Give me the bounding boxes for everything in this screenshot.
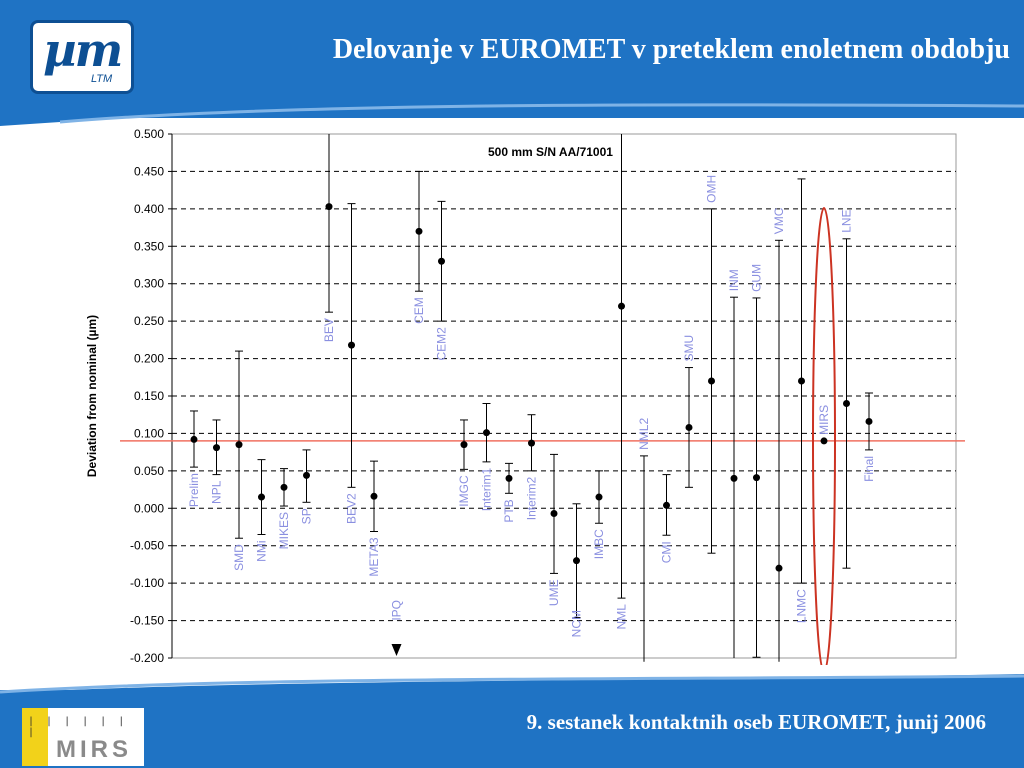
- y-tick-label: -0.200: [130, 651, 164, 665]
- y-tick-label: 0.150: [134, 389, 164, 403]
- data-label-nmi: NMi: [255, 540, 269, 561]
- data-point-gum: [753, 474, 760, 482]
- y-tick-label: 0.050: [134, 464, 164, 478]
- data-label-cmi: CMI: [660, 541, 674, 563]
- mirs-highlight-ellipse: [812, 207, 836, 665]
- logo-main-text: µm: [43, 23, 123, 77]
- y-tick-label: -0.150: [130, 614, 164, 628]
- data-point-prelim: [190, 435, 198, 443]
- data-point-sp: [303, 471, 310, 479]
- y-tick-label: 0.450: [134, 164, 164, 178]
- data-label-prelim: Prelim: [187, 473, 201, 507]
- data-label-bev: BEV: [322, 318, 336, 342]
- data-label-mirs: MIRS: [817, 405, 831, 435]
- data-point-cem2: [438, 257, 445, 265]
- data-point-npl: [213, 444, 220, 452]
- footer-bar: [0, 690, 1024, 768]
- page-title: Delovanje v EUROMET v preteklem enoletne…: [332, 34, 1010, 65]
- data-label-ncm: NCM: [570, 610, 584, 637]
- data-point-interim2: [528, 439, 535, 447]
- data-label-final: Final: [862, 456, 876, 482]
- data-point-cmi: [663, 501, 670, 509]
- data-label-smd: SMD: [232, 544, 246, 571]
- chart-title: 500 mm S/N AA/71001: [488, 145, 613, 159]
- data-point-imgc: [460, 441, 468, 449]
- data-label-mikes: MIKES: [277, 512, 291, 549]
- offscale-arrow-ipq: [391, 644, 402, 656]
- y-tick-label: 0.400: [134, 202, 164, 216]
- data-label-interim1: Interim1: [480, 468, 494, 512]
- ltm-logo: µm LTM: [30, 20, 134, 94]
- data-point-ptb: [505, 474, 513, 482]
- data-label-nml: NML: [615, 604, 629, 630]
- y-tick-label: 0.300: [134, 277, 164, 291]
- y-tick-label: 0.000: [134, 501, 164, 515]
- data-point-cem: [415, 227, 423, 235]
- data-label-bev2: BEV2: [345, 493, 359, 524]
- y-tick-label: 0.350: [134, 239, 164, 253]
- footer-wave: [0, 674, 1024, 694]
- data-point-bev2: [348, 341, 355, 349]
- data-point-ncm: [573, 557, 580, 565]
- y-tick-label: 0.100: [134, 426, 164, 440]
- data-point-bev: [325, 203, 333, 211]
- y-tick-label: 0.500: [134, 127, 164, 141]
- data-point-nmi: [258, 493, 265, 501]
- header-wave: [0, 96, 1024, 126]
- mirs-logo-ticks: | | | | | | |: [28, 716, 128, 738]
- y-axis-label: Deviation from nominal (µm): [85, 315, 99, 477]
- y-tick-label: 0.200: [134, 352, 164, 366]
- data-label-sp: SP: [300, 508, 314, 524]
- data-label-gum: GUM: [750, 264, 764, 292]
- y-tick-label: 0.250: [134, 314, 164, 328]
- data-point-interim1: [483, 429, 490, 437]
- data-point-omh: [708, 377, 715, 385]
- data-label-meta3: META3: [367, 537, 381, 576]
- data-label-cem2: CEM2: [435, 327, 449, 361]
- data-point-lnmc: [798, 377, 805, 385]
- data-label-lne: LNE: [840, 209, 854, 232]
- data-point-imbc: [595, 493, 603, 501]
- data-point-mikes: [280, 483, 288, 491]
- deviation-chart: 0.500 0.450 0.400 0.350 0.300 0.250 0.200 0.150…: [85, 127, 965, 665]
- data-label-nml2: NML2: [637, 418, 651, 450]
- data-point-smd: [235, 441, 243, 449]
- mirs-logo: | | | | | | | MIRS: [22, 708, 144, 766]
- data-label-omh: OMH: [705, 175, 719, 203]
- logo-sub-text: LTM: [91, 73, 113, 85]
- data-point-smu: [685, 423, 693, 431]
- footer-text: 9. sestanek kontaktnih oseb EUROMET, jun…: [526, 710, 986, 734]
- data-label-lnmc: LNMC: [795, 589, 809, 623]
- data-label-cem: CEM: [412, 297, 426, 324]
- data-point-vmc: [775, 564, 783, 572]
- data-label-npl: NPL: [210, 480, 224, 504]
- data-label-imgc: IMGC: [457, 475, 471, 507]
- y-tick-label: -0.050: [130, 539, 164, 553]
- data-point-nml: [618, 302, 625, 310]
- data-label-ipq: IPQ: [390, 600, 404, 621]
- data-point-mirs: [820, 437, 828, 445]
- data-point-lne: [843, 399, 850, 407]
- data-point-final: [865, 417, 873, 425]
- data-label-imbc: IMBC: [592, 529, 606, 559]
- data-label-vmc: VMC: [772, 207, 786, 234]
- data-label-smu: SMU: [682, 335, 696, 362]
- data-label-ume: UME: [547, 579, 561, 606]
- data-point-inm: [730, 474, 738, 482]
- data-point-meta3: [370, 492, 378, 500]
- data-label-inm: INM: [727, 269, 741, 291]
- y-tick-label: -0.100: [130, 576, 164, 590]
- data-label-ptb: PTB: [502, 499, 516, 522]
- data-point-ume: [550, 510, 558, 518]
- mirs-logo-yellow-band: [22, 708, 48, 766]
- mirs-logo-word: MIRS: [56, 736, 132, 763]
- data-label-interim2: Interim2: [525, 477, 539, 521]
